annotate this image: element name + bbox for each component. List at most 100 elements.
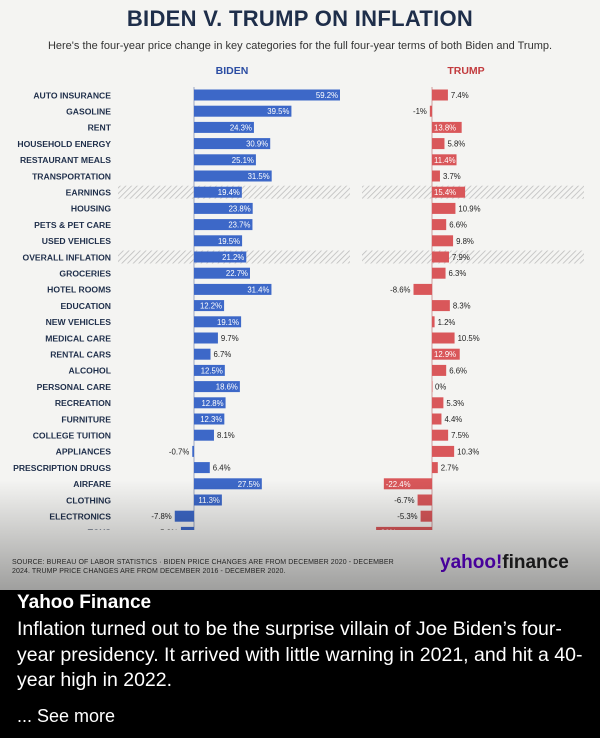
bar-trump [432,445,455,457]
infographic-panel: BIDEN V. TRUMP ON INFLATION Here's the f… [0,0,600,590]
bar-biden [194,235,243,247]
bar-trump [432,462,438,474]
data-label-trump: -6.7% [394,496,414,505]
bar-biden [194,89,340,101]
bar-trump [432,332,455,344]
bar-trump [432,316,435,328]
data-label-trump: 10.9% [458,204,480,213]
data-label-biden: 22.7% [226,269,248,278]
category-label: MEDICAL CARE [45,333,111,343]
bar-biden [192,445,194,457]
data-label-biden: -0.7% [169,447,189,456]
data-label-biden: 21.2% [222,253,244,262]
bar-biden [194,381,240,393]
category-label: ELECTRONICS [49,512,111,522]
data-label-trump: 5.3% [446,399,464,408]
category-label: PETS & PET CARE [34,220,111,230]
data-label-biden: 12.5% [201,366,223,375]
bar-trump [432,251,449,263]
chart-subtitle: Here's the four-year price change in key… [47,40,553,52]
bar-biden [194,316,242,328]
bar-biden [194,202,253,214]
data-label-biden: 24.3% [230,123,252,132]
bar-trump [432,300,450,312]
bar-trump [432,202,456,214]
data-label-trump: -26% [378,528,396,530]
bar-biden [180,526,194,530]
category-label: ALCOHOL [69,366,112,376]
data-label-biden: 12.3% [200,415,222,424]
bar-trump [432,364,447,376]
data-label-biden: 9.7% [221,334,239,343]
category-label: RECREATION [55,398,111,408]
highlight-band-trump [362,250,584,264]
bar-biden [194,494,222,506]
bar-biden [194,348,211,360]
category-label: RENT [88,123,112,133]
data-label-biden: -7.8% [151,512,171,521]
bar-trump [432,348,460,360]
data-label-trump: -8.6% [390,285,410,294]
bar-trump [432,121,462,133]
bar-biden [194,170,272,182]
category-label: APPLIANCES [56,447,112,457]
category-label: EDUCATION [61,301,111,311]
category-label: TRANSPORTATION [32,171,111,181]
data-label-trump: 9.8% [456,237,474,246]
bar-biden [194,186,242,198]
bar-trump [432,219,447,231]
data-label-trump: 3.7% [443,172,461,181]
data-label-trump: 1.2% [438,318,456,327]
bar-trump [417,494,432,506]
data-label-biden: 12.8% [201,399,223,408]
data-label-biden: 39.5% [267,107,289,116]
bar-biden [194,397,226,409]
bar-chart: BIDEN TRUMP AUTO INSURANCE 59.2% 7.4% GASOLIN… [13,65,584,530]
data-label-trump: 10.5% [458,334,480,343]
category-label: PERSONAL CARE [37,382,112,392]
data-label-biden: 11.3% [198,496,220,505]
data-label-biden: 23.8% [229,204,251,213]
bar-biden [194,300,225,312]
data-label-biden: 19.5% [218,237,240,246]
data-label-trump: 6.6% [449,366,467,375]
category-label: COLLEGE TUITION [33,431,111,441]
bar-biden [194,267,250,279]
bar-biden [194,462,210,474]
source-note: SOURCE: BUREAU OF LABOR STATISTICS · BID… [12,559,394,575]
data-label-trump: 7.9% [452,253,470,262]
data-label-trump: -1% [413,107,427,116]
bar-trump [429,105,432,117]
category-label: TOYS [88,528,112,530]
category-label: GASOLINE [66,107,111,117]
see-more-link[interactable]: ... See more [17,706,116,726]
bar-trump [432,170,440,182]
category-label: HOUSEHOLD ENERGY [17,139,111,149]
category-label: RESTAURANT MEALS [20,155,111,165]
category-label: EARNINGS [66,188,112,198]
category-label: HOTEL ROOMS [47,285,111,295]
data-label-trump: 0% [435,383,446,392]
data-label-trump: 12.9% [434,350,456,359]
bar-trump [383,478,432,490]
data-label-trump: 4.4% [444,415,462,424]
data-label-biden: 25.1% [232,156,254,165]
category-label: GROCERIES [59,269,111,279]
bar-trump [432,429,449,441]
data-label-biden: 23.7% [228,221,250,230]
data-label-biden: 27.5% [238,480,260,489]
data-label-biden: 19.1% [217,318,239,327]
bar-biden [194,219,253,231]
bar-trump [432,138,445,150]
category-label: RENTAL CARS [50,350,111,360]
data-label-biden: 12.2% [200,302,222,311]
caption-author[interactable]: Yahoo Finance [17,592,152,613]
category-label: HOUSING [71,204,111,214]
series-label-trump: TRUMP [447,65,484,77]
data-label-trump: 5.8% [447,140,465,149]
data-label-trump: 7.5% [451,431,469,440]
category-label: FURNITURE [61,414,111,424]
data-label-biden: -5.3% [158,528,178,530]
bar-trump [432,397,444,409]
data-label-biden: 19.4% [218,188,240,197]
